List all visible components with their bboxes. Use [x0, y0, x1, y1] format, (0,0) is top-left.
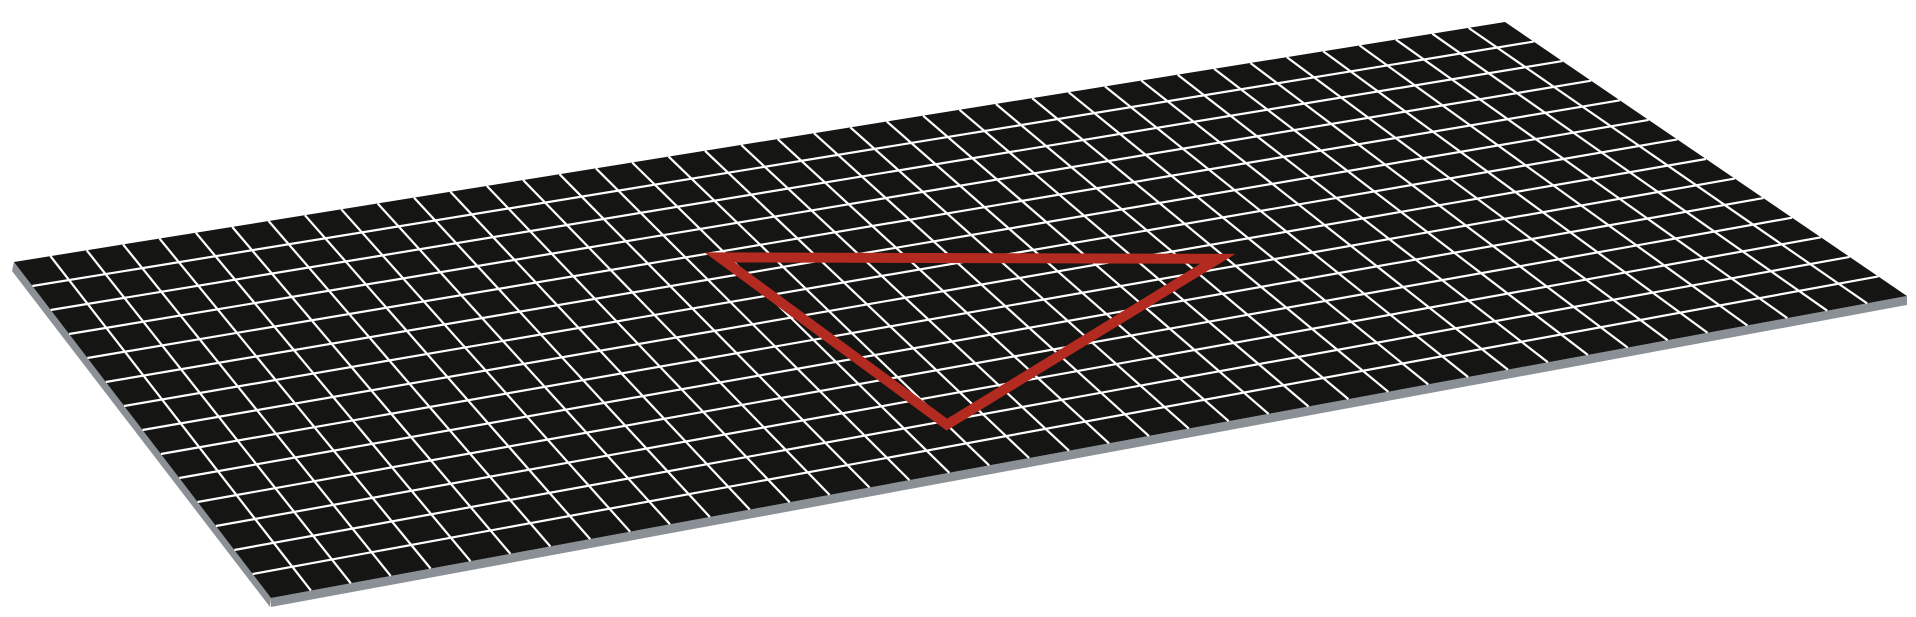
grid-line-row [252, 275, 1879, 576]
board [12, 22, 1907, 607]
grid-line-row [179, 197, 1764, 480]
grid-line-row [160, 177, 1735, 456]
grid-line-row [87, 99, 1621, 360]
grid-line-row [197, 216, 1793, 504]
red-triangle [704, 252, 1236, 431]
grid-line-row [123, 138, 1678, 408]
grid-line-row [50, 60, 1563, 312]
grid-line-row [32, 40, 1534, 288]
board-edge-left [12, 262, 271, 607]
grid-line-row [142, 157, 1707, 432]
grid-line-row [234, 255, 1850, 552]
grid-line-row [68, 79, 1592, 336]
board-edge-front [271, 296, 1907, 607]
grid-line-row [105, 118, 1649, 384]
grid-lines [32, 26, 1879, 592]
